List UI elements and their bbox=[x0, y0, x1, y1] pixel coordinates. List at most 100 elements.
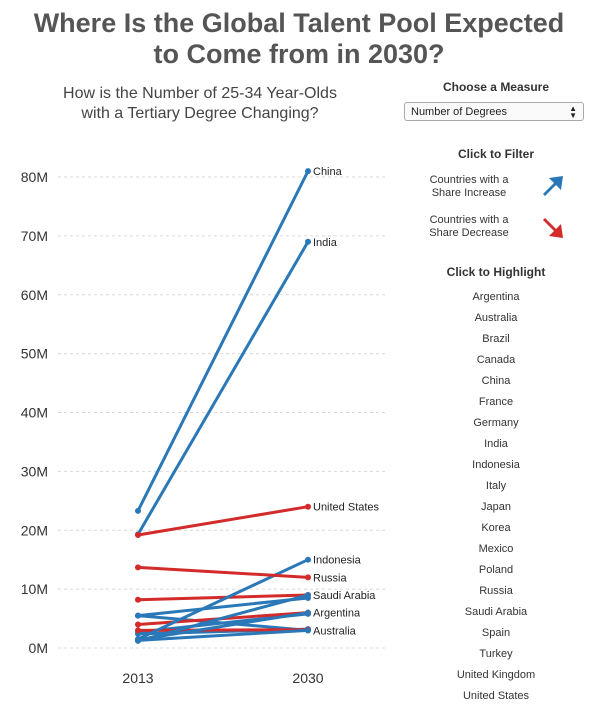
highlight-item-india[interactable]: India bbox=[484, 438, 508, 450]
series-lines bbox=[135, 168, 311, 644]
x-axis: 2013 2030 bbox=[122, 670, 323, 686]
highlight-item-japan[interactable]: Japan bbox=[481, 501, 511, 513]
highlight-item-saudi-arabia[interactable]: Saudi Arabia bbox=[464, 606, 528, 618]
series-line-united-states[interactable] bbox=[136, 505, 310, 537]
highlight-item-spain[interactable]: Spain bbox=[481, 627, 511, 639]
series-china[interactable] bbox=[135, 168, 311, 514]
point-2013-germany[interactable] bbox=[135, 627, 141, 634]
x-tick-label: 2030 bbox=[292, 670, 323, 686]
point-2030-australia[interactable] bbox=[305, 627, 311, 634]
y-tick-label: 30M bbox=[21, 463, 48, 479]
filter-decrease-label: Countries with a Share Decrease bbox=[404, 214, 534, 240]
point-2013-china[interactable] bbox=[135, 507, 141, 514]
y-tick-label: 70M bbox=[21, 228, 48, 244]
measure-dropdown[interactable]: Number of Degrees ▲ ▼ bbox=[404, 102, 584, 121]
x-tick-label: 2013 bbox=[122, 670, 153, 686]
highlight-item-indonesia[interactable]: Indonesia bbox=[472, 459, 520, 471]
highlight-item-united-kingdom[interactable]: United Kingdom bbox=[456, 669, 536, 681]
highlight-item-germany[interactable]: Germany bbox=[473, 417, 519, 429]
series-label-india: India bbox=[313, 237, 338, 249]
highlight-item-canada[interactable]: Canada bbox=[476, 354, 516, 366]
title-line-1: Where Is the Global Talent Pool Expected bbox=[33, 8, 565, 38]
series-line-saudi-arabia[interactable] bbox=[136, 593, 310, 643]
series-line-indonesia[interactable] bbox=[136, 558, 310, 641]
series-india[interactable] bbox=[135, 238, 311, 538]
series-united-states[interactable] bbox=[135, 503, 311, 538]
y-tick-label: 80M bbox=[21, 169, 48, 185]
arrow-down-right-icon[interactable] bbox=[538, 213, 566, 241]
point-2030-indonesia[interactable] bbox=[305, 556, 311, 563]
point-2030-united-states[interactable] bbox=[305, 503, 311, 510]
series-label-indonesia: Indonesia bbox=[313, 555, 362, 567]
series-label-saudi-arabia: Saudi Arabia bbox=[313, 590, 376, 602]
highlight-item-france[interactable]: France bbox=[478, 396, 514, 408]
highlight-heading: Click to Highlight bbox=[446, 265, 546, 279]
highlight-item-russia[interactable]: Russia bbox=[479, 585, 513, 597]
point-2013-korea[interactable] bbox=[135, 612, 141, 619]
filter-decrease-line-1: Countries with a bbox=[429, 214, 509, 226]
series-australia[interactable] bbox=[135, 627, 311, 644]
series-label-china: China bbox=[313, 166, 343, 178]
highlight-item-korea[interactable]: Korea bbox=[481, 522, 511, 534]
point-2030-saudi-arabia[interactable] bbox=[305, 592, 311, 599]
series-line-argentina[interactable] bbox=[136, 611, 310, 642]
series-label-australia: Australia bbox=[313, 625, 357, 637]
point-2013-australia[interactable] bbox=[135, 637, 141, 644]
series-labels: China India United States Indonesia Russia Sa… bbox=[313, 166, 380, 637]
series-line-russia[interactable] bbox=[136, 565, 310, 579]
point-2013-russia[interactable] bbox=[135, 564, 141, 571]
dropdown-arrows-icon: ▲ ▼ bbox=[569, 103, 577, 120]
highlight-item-italy[interactable]: Italy bbox=[485, 480, 507, 492]
highlight-item-turkey[interactable]: Turkey bbox=[479, 648, 513, 660]
filter-decrease-line-2: Share Decrease bbox=[429, 227, 509, 239]
title-line-2: to Come from in 2030? bbox=[153, 39, 445, 69]
measure-dropdown-value: Number of Degrees bbox=[411, 105, 507, 118]
series-line-japan[interactable] bbox=[136, 593, 310, 602]
filter-increase-label: Countries with a Share Increase bbox=[404, 174, 534, 200]
point-2030-argentina[interactable] bbox=[305, 609, 311, 616]
measure-heading: Choose a Measure bbox=[442, 80, 550, 94]
y-tick-label: 40M bbox=[21, 405, 48, 421]
series-line-germany[interactable] bbox=[136, 628, 310, 632]
series-label-united-states: United States bbox=[313, 502, 380, 514]
controls-panel: Choose a Measure Number of Degrees ▲ ▼ Cl… bbox=[404, 80, 588, 707]
highlight-item-poland[interactable]: Poland bbox=[478, 564, 514, 576]
country-highlight-list: Argentina Australia Brazil Canada China Franc… bbox=[404, 287, 588, 707]
filter-share-increase[interactable]: Countries with a Share Increase bbox=[404, 167, 588, 207]
chart-title: Where Is the Global Talent Pool Expected… bbox=[0, 8, 598, 70]
highlight-item-argentina[interactable]: Argentina bbox=[472, 291, 520, 303]
series-russia[interactable] bbox=[135, 564, 311, 581]
highlight-item-australia[interactable]: Australia bbox=[474, 312, 518, 324]
filter-increase-line-1: Countries with a bbox=[429, 174, 509, 186]
series-line-china[interactable] bbox=[136, 169, 310, 513]
highlight-item-brazil[interactable]: Brazil bbox=[482, 333, 510, 345]
filter-increase-line-2: Share Increase bbox=[431, 187, 507, 199]
subtitle-line-2: with a Tertiary Degree Changing? bbox=[81, 105, 319, 122]
series-label-russia: Russia bbox=[313, 572, 348, 584]
arrow-up-right-icon[interactable] bbox=[538, 173, 566, 201]
point-2030-russia[interactable] bbox=[305, 574, 311, 581]
series-line-india[interactable] bbox=[136, 240, 310, 536]
point-2013-united-kingdom[interactable] bbox=[135, 621, 141, 628]
point-2013-united-states[interactable] bbox=[135, 531, 141, 538]
filter-heading: Click to Filter bbox=[457, 147, 534, 161]
y-axis: 0M 10M 20M 30M 40M 50M 60M 70M 80M bbox=[21, 169, 48, 656]
chart-subtitle: How is the Number of 25-34 Year-Olds wit… bbox=[0, 84, 400, 124]
series-label-argentina: Argentina bbox=[313, 608, 361, 620]
y-tick-label: 10M bbox=[21, 581, 48, 597]
point-2030-china[interactable] bbox=[305, 168, 311, 175]
series-line-brazil[interactable] bbox=[136, 596, 310, 618]
y-tick-label: 60M bbox=[21, 287, 48, 303]
y-tick-label: 50M bbox=[21, 346, 48, 362]
highlight-item-china[interactable]: China bbox=[481, 375, 511, 387]
y-tick-label: 20M bbox=[21, 522, 48, 538]
highlight-item-united-states[interactable]: United States bbox=[462, 690, 530, 702]
series-line-australia[interactable] bbox=[136, 628, 310, 642]
filter-share-decrease[interactable]: Countries with a Share Decrease bbox=[404, 207, 588, 247]
highlight-item-mexico[interactable]: Mexico bbox=[478, 543, 514, 555]
subtitle-line-1: How is the Number of 25-34 Year-Olds bbox=[63, 85, 337, 102]
point-2013-japan[interactable] bbox=[135, 596, 141, 603]
gridlines bbox=[58, 176, 388, 649]
y-tick-label: 0M bbox=[29, 640, 48, 656]
point-2030-india[interactable] bbox=[305, 238, 311, 245]
